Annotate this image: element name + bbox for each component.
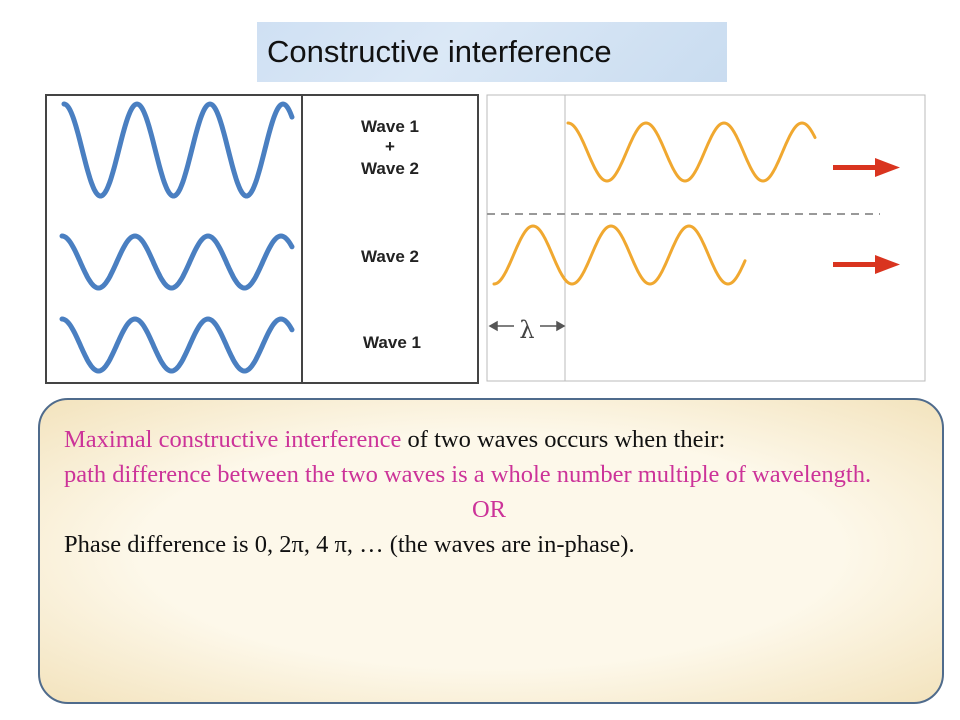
wave-label: +: [385, 137, 395, 156]
wave: [61, 101, 295, 199]
left-label-panel: [301, 94, 479, 384]
text: Phase difference is 0, 2π, 4 π, … (the w…: [64, 531, 635, 558]
text: Maximal constructive interference: [64, 426, 402, 453]
wave: [59, 233, 295, 291]
lambda-marker: [488, 320, 566, 332]
wave: [59, 316, 295, 374]
title: Constructive interference: [257, 22, 727, 82]
text: of two waves occurs when their:: [407, 426, 726, 453]
wave-label: Wave 1: [361, 117, 419, 136]
wave: [492, 224, 747, 286]
figures: Wave 1 + Wave 2 Wave 2 Wave 1 λ: [45, 94, 926, 384]
text-box: Maximal constructive interference of two…: [38, 398, 944, 704]
text: path difference between the two waves is…: [64, 461, 872, 488]
lambda-label: λ: [519, 316, 534, 344]
right-panel: [486, 94, 926, 382]
wave-label: Wave 2: [361, 159, 419, 178]
arrows: [833, 158, 900, 274]
left-wave-panel: [45, 94, 303, 384]
wave-label: Wave 1: [363, 333, 421, 352]
wave: [566, 121, 817, 183]
wave-label: Wave 2: [361, 247, 419, 266]
text: OR: [471, 496, 507, 523]
